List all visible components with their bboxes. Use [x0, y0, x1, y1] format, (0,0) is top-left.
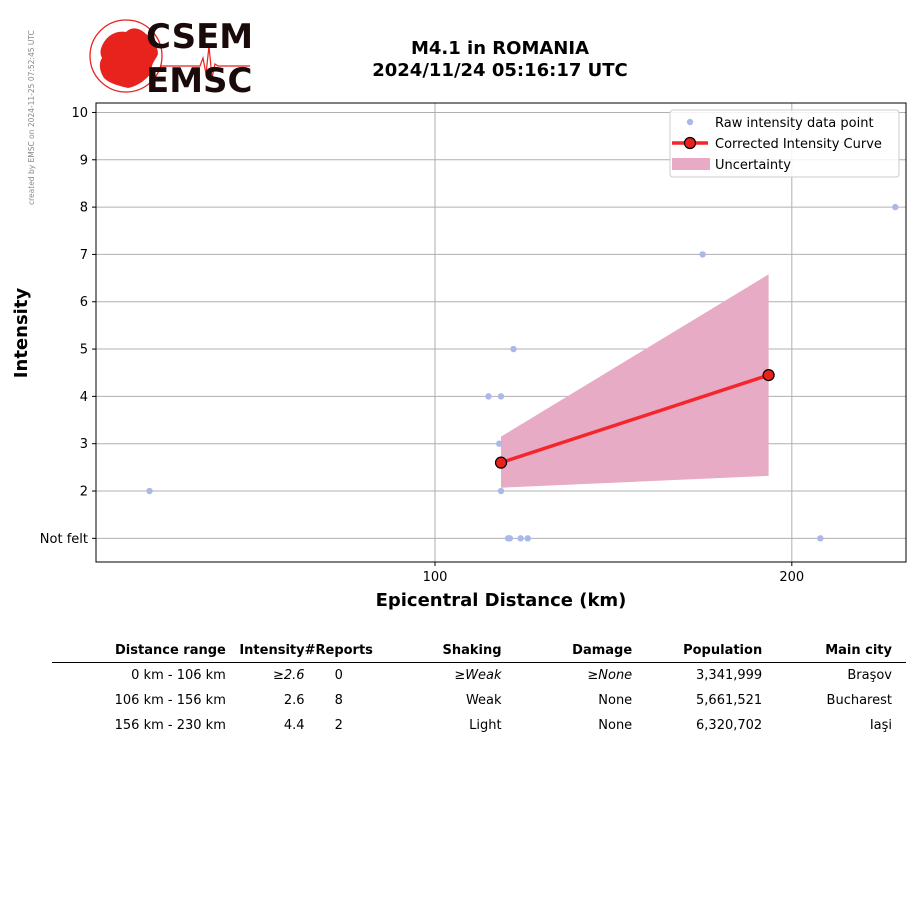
y-tick-label: 8 — [80, 201, 88, 216]
table-header-row: Distance range Intensity #Reports Shakin… — [52, 640, 906, 663]
chart-subtitle: 2024/11/24 05:16:17 UTC — [372, 60, 628, 81]
y-tick-label: Not felt — [40, 532, 88, 547]
header-main-city: Main city — [762, 640, 906, 663]
cell-intensity: ≥2.6 — [273, 667, 305, 683]
cell-intensity: 2.6 — [283, 692, 305, 708]
raw-intensity-point — [146, 487, 153, 495]
legend-raw-marker — [686, 118, 694, 126]
raw-intensity-point — [497, 393, 505, 400]
legend: Raw intensity data point Corrected Inten… — [669, 109, 900, 178]
intensity-chart: Not felt 2 3 4 5 6 7 8 9 10 100 200 Epicentral Dist… — [11, 102, 907, 611]
grid-layer — [96, 103, 906, 562]
cell-population: 5,661,521 — [696, 692, 763, 708]
emsc-logo: CSEM EMSC — [89, 17, 253, 98]
cell-main-city: Iaşi — [869, 717, 892, 733]
table-row: 0 km - 106 km ≥2.6 0 ≥Weak ≥None 3,341,9… — [52, 663, 906, 689]
logo-text-emsc: EMSC — [146, 61, 253, 98]
cell-damage: None — [598, 692, 633, 708]
x-tick-label: 200 — [779, 570, 804, 585]
header-shaking: Shaking — [372, 640, 502, 663]
legend-curve-marker — [683, 136, 697, 150]
table-row: 156 km - 230 km 4.4 2 Light None 6,320,7… — [52, 713, 906, 738]
raw-intensity-point — [892, 203, 899, 211]
y-tick-label: 6 — [80, 295, 88, 310]
y-tick-label: 3 — [80, 437, 88, 452]
legend-raw-label: Raw intensity data point — [715, 116, 874, 131]
raw-intensity-point — [506, 535, 514, 542]
raw-points-layer — [146, 203, 899, 542]
y-tick-label: 10 — [71, 106, 88, 121]
uncertainty-layer — [501, 274, 769, 488]
raw-intensity-point — [817, 535, 824, 542]
cell-main-city: Braşov — [847, 667, 892, 683]
raw-intensity-point — [517, 535, 524, 542]
y-tick-label: 4 — [80, 390, 88, 405]
cell-damage: None — [598, 717, 633, 733]
table-row: 106 km - 156 km 2.6 8 Weak None 5,661,52… — [52, 688, 906, 713]
y-axis-label: Intensity — [11, 288, 32, 379]
legend-uncertainty-swatch — [672, 158, 710, 170]
header-damage: Damage — [501, 640, 633, 663]
logo-globe-icon — [89, 19, 163, 93]
plot-frame — [95, 102, 907, 563]
chart-title: M4.1 in ROMANIA — [410, 38, 589, 59]
cell-population: 3,341,999 — [696, 667, 763, 683]
cell-distance-range: 106 km - 156 km — [114, 692, 226, 708]
cell-intensity: 4.4 — [283, 717, 305, 733]
curve-point-marker — [762, 368, 775, 382]
cell-shaking: Light — [469, 717, 502, 733]
y-tick-label: 2 — [80, 485, 88, 500]
y-tick-label: 5 — [80, 343, 88, 358]
header-population: Population — [632, 640, 763, 663]
cell-shaking: Weak — [465, 692, 502, 708]
legend-curve-label: Corrected Intensity Curve — [715, 137, 882, 152]
raw-intensity-point — [496, 440, 503, 447]
y-tick-label: 7 — [80, 248, 88, 263]
cell-reports: 8 — [334, 692, 343, 708]
raw-intensity-point — [524, 535, 531, 542]
x-tick-label: 100 — [423, 570, 448, 585]
header-intensity: Intensity — [225, 640, 305, 663]
cell-damage: ≥None — [587, 667, 633, 683]
cell-reports: 0 — [334, 667, 343, 683]
ticks-layer: Not felt 2 3 4 5 6 7 8 9 10 100 200 — [40, 106, 804, 585]
x-axis-label: Epicentral Distance (km) — [376, 590, 627, 611]
header-reports: #Reports — [304, 640, 373, 663]
logo-text-csem: CSEM — [146, 17, 253, 57]
cell-shaking: ≥Weak — [454, 667, 502, 683]
legend-box — [669, 109, 900, 178]
raw-intensity-point — [485, 393, 492, 400]
cell-reports: 2 — [334, 717, 343, 733]
logo-seismograph-line — [160, 45, 250, 79]
y-tick-label: 9 — [80, 153, 88, 168]
legend-uncertainty-label: Uncertainty — [715, 158, 791, 173]
uncertainty-band — [501, 274, 769, 488]
raw-intensity-point — [510, 345, 517, 353]
corrected-intensity-curve — [500, 373, 770, 465]
cell-population: 6,320,702 — [696, 717, 763, 733]
raw-intensity-point — [699, 251, 706, 258]
curve-layer — [494, 368, 775, 469]
cell-distance-range: 0 km - 106 km — [131, 667, 226, 683]
intensity-summary-table: Distance range Intensity #Reports Shakin… — [52, 640, 906, 738]
logo-europe-shape — [99, 28, 158, 88]
cell-main-city: Bucharest — [826, 692, 892, 708]
raw-intensity-point — [497, 487, 505, 495]
header-distance-range: Distance range — [52, 640, 226, 663]
curve-point-marker — [494, 456, 508, 469]
cell-distance-range: 156 km - 230 km — [114, 717, 226, 733]
